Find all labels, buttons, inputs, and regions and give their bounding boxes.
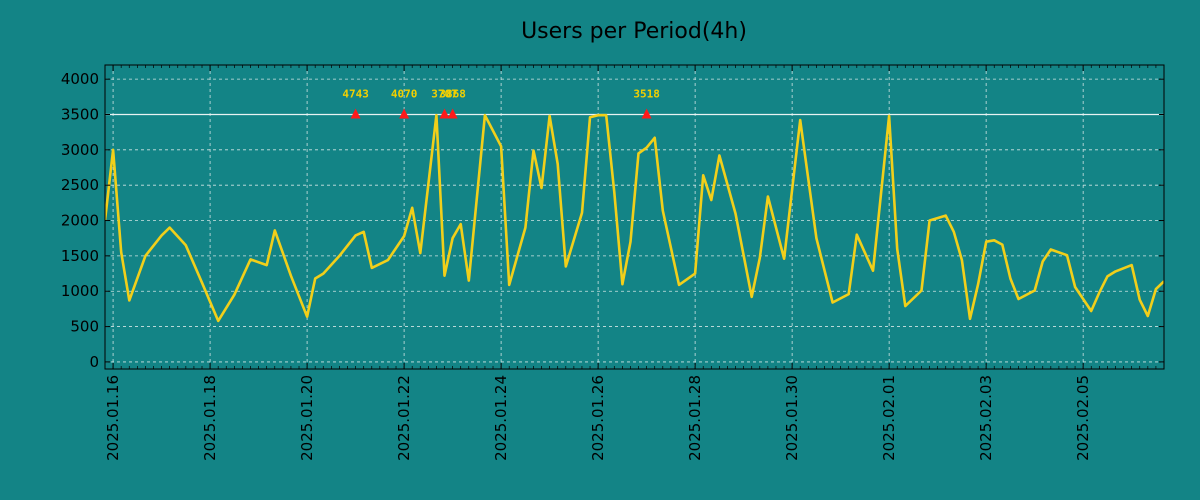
y-tick-label: 2500 bbox=[61, 176, 99, 194]
x-tick-label: 2025.01.28 bbox=[686, 375, 704, 461]
x-tick-label: 2025.01.20 bbox=[298, 375, 316, 461]
y-tick-label: 500 bbox=[70, 318, 99, 336]
peak-label: 3868 bbox=[439, 87, 466, 100]
x-tick-label: 2025.01.18 bbox=[201, 375, 219, 461]
series-layer bbox=[105, 113, 1164, 323]
grid bbox=[105, 65, 1164, 369]
axes bbox=[104, 64, 1165, 370]
x-tick-label: 2025.01.30 bbox=[783, 375, 801, 461]
peak-marker bbox=[399, 108, 410, 119]
peak-marker bbox=[350, 108, 361, 119]
x-tick-label: 2025.02.01 bbox=[880, 375, 898, 461]
peak-label: 3707 bbox=[431, 87, 458, 100]
peak-marker bbox=[447, 108, 458, 119]
peak-label: 4070 bbox=[391, 87, 418, 100]
peak-marker bbox=[641, 108, 652, 119]
peak-label: 3518 bbox=[633, 87, 660, 100]
x-tick-label: 2025.01.24 bbox=[492, 375, 510, 461]
y-tick-label: 4000 bbox=[61, 70, 99, 88]
y-tick-label: 1000 bbox=[61, 282, 99, 300]
chart-title: Users per Period(4h) bbox=[521, 19, 747, 44]
x-tick-label: 2025.01.22 bbox=[395, 375, 413, 461]
peak-label: 4743 bbox=[342, 87, 369, 100]
y-tick-label: 3500 bbox=[61, 105, 99, 123]
y-tick-label: 3000 bbox=[61, 141, 99, 159]
y-tick-label: 0 bbox=[89, 353, 99, 371]
x-ticks: 2025.01.16 2025.01.18 2025.01.20 2025.01.22… bbox=[104, 375, 1092, 461]
x-tick-label: 2025.02.05 bbox=[1074, 375, 1092, 461]
x-tick-label: 2025.02.03 bbox=[977, 375, 995, 461]
y-ticks: 0 500 1000 1500 2000 2500 3000 3500 4000 bbox=[61, 70, 99, 371]
peak-marker bbox=[439, 108, 450, 119]
x-tick-label: 2025.01.26 bbox=[589, 375, 607, 461]
y-tick-label: 1500 bbox=[61, 247, 99, 265]
plot-frame bbox=[104, 64, 1165, 370]
series-line bbox=[105, 113, 1164, 323]
y-tick-label: 2000 bbox=[61, 212, 99, 230]
x-tick-label: 2025.01.16 bbox=[104, 375, 122, 461]
